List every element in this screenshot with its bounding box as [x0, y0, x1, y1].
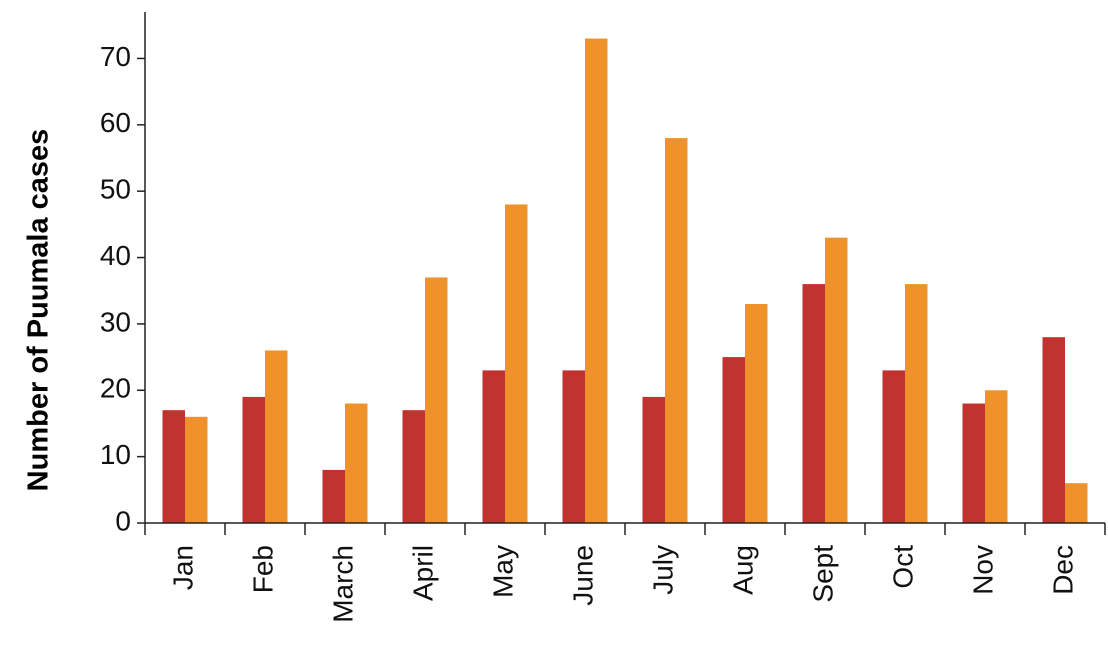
bar [985, 390, 1008, 523]
bar [562, 370, 585, 523]
bar [242, 396, 265, 523]
x-tick-label: Nov [967, 545, 998, 595]
bar [722, 357, 745, 523]
bar [642, 396, 665, 523]
x-tick-label: Feb [247, 545, 278, 593]
x-tick-label: May [487, 545, 518, 598]
bar [585, 38, 608, 523]
bar [322, 469, 345, 523]
bar [962, 403, 985, 523]
bar [1042, 337, 1065, 523]
bar [265, 350, 288, 523]
bar [882, 370, 905, 523]
bar [802, 284, 825, 523]
y-tick-label: 60 [100, 107, 131, 138]
bar [505, 204, 528, 524]
x-tick-label: Sept [807, 545, 838, 603]
bar [162, 410, 185, 523]
x-tick-label: April [407, 545, 438, 601]
bar [745, 304, 768, 523]
x-tick-label: March [327, 545, 358, 623]
x-tick-label: Oct [887, 545, 918, 589]
y-tick-label: 30 [100, 306, 131, 337]
x-tick-label: July [647, 545, 678, 595]
y-tick-label: 10 [100, 439, 131, 470]
bar [345, 403, 368, 523]
y-tick-label: 50 [100, 174, 131, 205]
y-tick-label: 70 [100, 41, 131, 72]
bar [665, 138, 688, 523]
bar [425, 277, 448, 523]
bar [905, 284, 928, 523]
bar [482, 370, 505, 523]
y-axis-label: Number of Puumala cases [23, 129, 55, 492]
bar [825, 237, 848, 524]
bar [185, 416, 208, 523]
y-tick-label: 0 [115, 505, 131, 536]
bar [402, 410, 425, 523]
x-tick-label: Aug [727, 545, 758, 595]
x-tick-label: Jan [167, 545, 198, 590]
y-tick-label: 40 [100, 240, 131, 271]
y-tick-label: 20 [100, 373, 131, 404]
x-tick-label: June [567, 545, 598, 606]
bar [1065, 483, 1088, 523]
x-tick-label: Dec [1047, 545, 1078, 595]
